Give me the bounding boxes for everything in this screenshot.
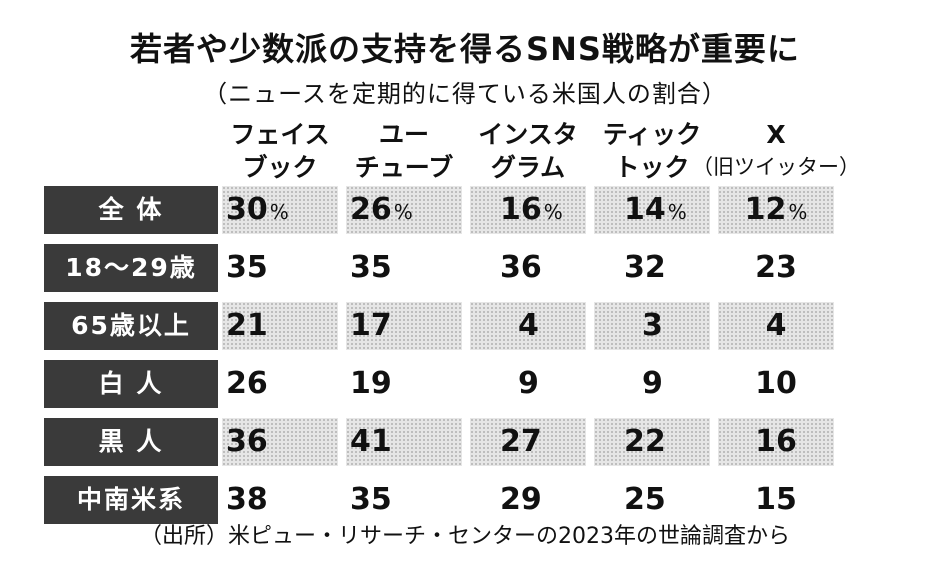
table-cell: 3 — [594, 302, 710, 350]
cell-value: 26 — [226, 366, 268, 401]
row-label: 中南米系 — [44, 476, 218, 524]
cell-value: 10 — [755, 366, 797, 401]
row-label: 65歳以上 — [44, 302, 218, 350]
cell-value: 27 — [500, 424, 542, 459]
column-header: X （旧ツイッター） — [691, 118, 861, 184]
unit-label: % — [269, 200, 289, 224]
row-label: 黒 人 — [44, 418, 218, 466]
table-cell: 4 — [470, 302, 586, 350]
table-cell: 30% — [222, 186, 338, 234]
column-header-line2: グラム — [490, 153, 566, 182]
cell-value: 26 — [350, 192, 392, 227]
column-header-line1: フェイス — [230, 120, 330, 149]
cell-value: 41 — [350, 424, 392, 459]
table-cell: 41 — [346, 418, 462, 466]
table-cell: 9 — [470, 360, 586, 408]
chart-subtitle: （ニュースを定期的に得ている米国人の割合） — [203, 80, 727, 108]
table-cell: 35 — [346, 476, 462, 524]
table-cell: 29 — [470, 476, 586, 524]
table-cell: 22 — [594, 418, 710, 466]
chart-title: 若者や少数派の支持を得るSNS戦略が重要に — [130, 30, 800, 68]
cell-value: 36 — [226, 424, 268, 459]
unit-label: % — [788, 200, 808, 224]
table-cell: 16% — [470, 186, 586, 234]
cell-value: 35 — [226, 250, 268, 285]
table-cell: 26 — [222, 360, 338, 408]
cell-value: 9 — [518, 366, 539, 401]
unit-label: % — [393, 200, 413, 224]
table-cell: 25 — [594, 476, 710, 524]
column-header: インスタ グラム — [468, 118, 588, 184]
cell-value: 35 — [350, 482, 392, 517]
table-cell: 17 — [346, 302, 462, 350]
cell-value: 12 — [744, 192, 787, 227]
table-cell: 19 — [346, 360, 462, 408]
table-row: 中南米系 38 35 29 25 15 — [44, 476, 892, 524]
column-header-line1: X — [766, 120, 786, 149]
row-label: 18～29歳 — [44, 244, 218, 292]
column-header-line1: インスタ — [478, 120, 578, 149]
cell-value: 29 — [500, 482, 542, 517]
column-header-line1: ティック — [602, 120, 702, 149]
unit-label: % — [543, 200, 563, 224]
column-header-line2: （旧ツイッター） — [692, 155, 860, 179]
column-header-line1: ユー — [378, 120, 429, 149]
cell-value: 19 — [350, 366, 392, 401]
column-header: フェイス ブック — [220, 118, 340, 184]
cell-value: 38 — [226, 482, 268, 517]
row-label: 白 人 — [44, 360, 218, 408]
cell-value: 15 — [755, 482, 797, 517]
table-cell: 35 — [222, 244, 338, 292]
cell-value: 36 — [500, 250, 542, 285]
column-header-line2: ブック — [242, 153, 318, 182]
table-cell: 23 — [718, 244, 834, 292]
table-row: 全 体 30% 26% 16% 14% 12% — [44, 186, 892, 234]
cell-value: 22 — [624, 424, 666, 459]
column-header: ティック トック — [592, 118, 712, 184]
table-cell: 21 — [222, 302, 338, 350]
table-cell: 9 — [594, 360, 710, 408]
source-footnote: （出所）米ピュー・リサーチ・センターの2023年の世論調査から — [140, 524, 790, 549]
table-cell: 36 — [470, 244, 586, 292]
cell-value: 9 — [642, 366, 663, 401]
cell-value: 16 — [500, 192, 542, 227]
cell-value: 23 — [755, 250, 797, 285]
cell-value: 35 — [350, 250, 392, 285]
table-cell: 15 — [718, 476, 834, 524]
table-cell: 14% — [594, 186, 710, 234]
table-cell: 26% — [346, 186, 462, 234]
table-cell: 10 — [718, 360, 834, 408]
table-cell: 32 — [594, 244, 710, 292]
table-cell: 27 — [470, 418, 586, 466]
table-cell: 12% — [718, 186, 834, 234]
column-header: ユー チューブ — [344, 118, 464, 184]
cell-value: 25 — [624, 482, 666, 517]
table-cell: 36 — [222, 418, 338, 466]
cell-value: 3 — [642, 308, 663, 343]
column-header-line2: チューブ — [354, 153, 454, 182]
cell-value: 21 — [226, 308, 268, 343]
cell-value: 14 — [624, 192, 666, 227]
table-row: 白 人 26 19 9 9 10 — [44, 360, 892, 408]
column-header-line2: トック — [614, 153, 690, 182]
cell-value: 32 — [624, 250, 666, 285]
unit-label: % — [667, 200, 687, 224]
cell-value: 16 — [755, 424, 797, 459]
table-cell: 4 — [718, 302, 834, 350]
table-cell: 38 — [222, 476, 338, 524]
table-row: 18～29歳 35 35 36 32 23 — [44, 244, 892, 292]
cell-value: 4 — [518, 308, 539, 343]
table-cell: 35 — [346, 244, 462, 292]
cell-value: 4 — [765, 308, 787, 343]
table-cell: 16 — [718, 418, 834, 466]
row-label: 全 体 — [44, 186, 218, 234]
table-row: 黒 人 36 41 27 22 16 — [44, 418, 892, 466]
cell-value: 17 — [350, 308, 392, 343]
table-row: 65歳以上 21 17 4 3 4 — [44, 302, 892, 350]
cell-value: 30 — [226, 192, 268, 227]
